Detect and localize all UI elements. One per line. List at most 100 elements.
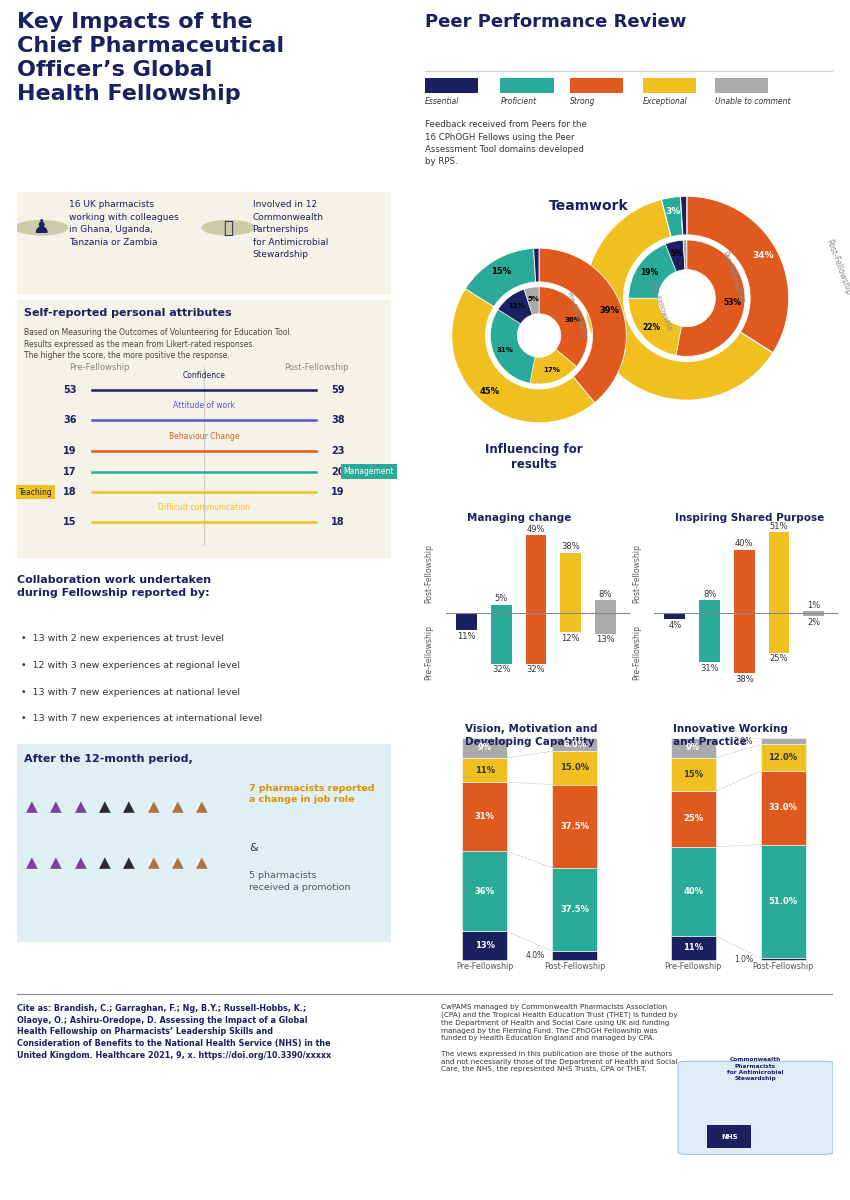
Text: 18: 18	[63, 487, 76, 497]
Text: 19: 19	[332, 487, 344, 497]
Text: 8%: 8%	[598, 589, 612, 599]
Text: 32%: 32%	[527, 665, 546, 674]
Text: 59: 59	[332, 385, 344, 395]
Bar	[700, 600, 720, 613]
Bar	[665, 613, 685, 619]
Bar	[761, 744, 806, 772]
Text: ▲: ▲	[196, 799, 208, 815]
Bar	[761, 958, 806, 960]
Text: Peer Performance Review: Peer Performance Review	[425, 13, 686, 31]
Text: 15%: 15%	[683, 770, 703, 779]
Text: 23: 23	[332, 446, 344, 456]
Text: Attitude of work: Attitude of work	[173, 401, 235, 409]
Bar	[560, 613, 581, 632]
Text: Post-Fellowship: Post-Fellowship	[648, 280, 672, 332]
Bar	[570, 78, 623, 94]
Bar	[552, 751, 598, 785]
Wedge shape	[534, 248, 539, 282]
Text: 13%: 13%	[596, 635, 615, 644]
Text: Post-Fellowship: Post-Fellowship	[284, 362, 348, 372]
Bar	[761, 738, 806, 744]
Text: •  13 with 2 new experiences at trust level: • 13 with 2 new experiences at trust lev…	[20, 634, 224, 643]
Bar	[462, 931, 507, 960]
Text: Inspiring Shared Purpose: Inspiring Shared Purpose	[675, 514, 824, 523]
Text: 53: 53	[64, 385, 76, 395]
Text: Confidence: Confidence	[183, 371, 225, 380]
Circle shape	[202, 221, 254, 235]
Text: 31%: 31%	[496, 347, 513, 353]
Text: 13%: 13%	[475, 941, 495, 950]
FancyBboxPatch shape	[14, 742, 394, 944]
Text: ▲: ▲	[99, 854, 110, 870]
Text: Post-Fellowship: Post-Fellowship	[752, 962, 813, 972]
Text: Innovative Working
and Practice: Innovative Working and Practice	[673, 725, 788, 746]
Text: Essential: Essential	[425, 97, 459, 106]
Text: ⛓: ⛓	[224, 218, 233, 236]
Wedge shape	[666, 240, 685, 271]
Text: ▲: ▲	[123, 799, 135, 815]
Bar	[715, 78, 768, 94]
Text: 15.0%: 15.0%	[560, 763, 589, 773]
Bar	[491, 605, 512, 613]
Text: ▲: ▲	[26, 799, 38, 815]
Circle shape	[15, 221, 67, 235]
Text: 7 pharmacists reported
a change in job role: 7 pharmacists reported a change in job r…	[249, 784, 374, 804]
Text: ▲: ▲	[50, 854, 62, 870]
Bar	[425, 78, 478, 94]
Text: 16 UK pharmacists
working with colleagues
in Ghana, Uganda,
Tanzania or Zambia: 16 UK pharmacists working with colleague…	[70, 200, 179, 247]
Wedge shape	[629, 244, 677, 298]
Text: ▲: ▲	[26, 854, 38, 870]
Bar	[803, 613, 824, 616]
Text: 17%: 17%	[543, 367, 560, 373]
Text: 36%: 36%	[564, 317, 581, 323]
Text: Unable to comment: Unable to comment	[715, 97, 791, 106]
Text: 40%: 40%	[683, 887, 703, 895]
Wedge shape	[524, 287, 539, 314]
Text: 11%: 11%	[475, 766, 495, 774]
Text: 9%: 9%	[686, 743, 700, 752]
Text: ▲: ▲	[172, 854, 184, 870]
Text: ▲: ▲	[75, 854, 87, 870]
Text: Teaching: Teaching	[19, 487, 53, 497]
Wedge shape	[687, 196, 789, 353]
Bar	[803, 611, 824, 613]
Text: 37.5%: 37.5%	[560, 905, 589, 914]
Text: ▲: ▲	[99, 799, 110, 815]
Bar	[552, 868, 598, 952]
Text: Key Impacts of the
Chief Pharmaceutical
Officer’s Global
Health Fellowship: Key Impacts of the Chief Pharmaceutical …	[17, 12, 284, 104]
FancyBboxPatch shape	[17, 300, 391, 558]
Text: ▲: ▲	[50, 799, 62, 815]
Bar	[501, 78, 553, 94]
Text: Exceptional: Exceptional	[643, 97, 688, 106]
Bar	[734, 550, 755, 613]
Text: 19: 19	[64, 446, 76, 456]
Text: 53%: 53%	[723, 298, 741, 307]
Text: 40%: 40%	[735, 539, 754, 548]
Text: 9%: 9%	[478, 743, 492, 752]
Bar	[456, 613, 477, 630]
Bar	[462, 738, 507, 758]
Bar	[525, 535, 547, 613]
Text: Involved in 12
Commonwealth
Partnerships
for Antimicrobial
Stewardship: Involved in 12 Commonwealth Partnerships…	[252, 200, 328, 259]
Text: ▲: ▲	[196, 854, 208, 870]
Text: 25%: 25%	[770, 654, 788, 664]
Bar	[552, 738, 598, 751]
Text: Post-Fellowship: Post-Fellowship	[544, 962, 605, 972]
Text: 31%: 31%	[475, 812, 495, 821]
Text: 5%: 5%	[495, 594, 508, 604]
Text: 38: 38	[332, 415, 345, 425]
Text: Feedback received from Peers for the
16 CPhOGH Fellows using the Peer
Assessment: Feedback received from Peers for the 16 …	[425, 120, 586, 167]
Text: Post-Fellowship: Post-Fellowship	[632, 544, 641, 602]
Text: 1.0%: 1.0%	[734, 954, 753, 964]
Bar	[643, 78, 696, 94]
Bar	[462, 758, 507, 782]
Bar	[761, 772, 806, 845]
Text: ▲: ▲	[172, 799, 184, 815]
Bar	[462, 782, 507, 851]
Text: 11%: 11%	[457, 632, 476, 641]
Text: 4%: 4%	[668, 620, 682, 630]
Bar	[671, 847, 716, 936]
Bar	[768, 532, 790, 613]
Text: 49%: 49%	[527, 524, 546, 534]
Bar	[671, 738, 716, 758]
